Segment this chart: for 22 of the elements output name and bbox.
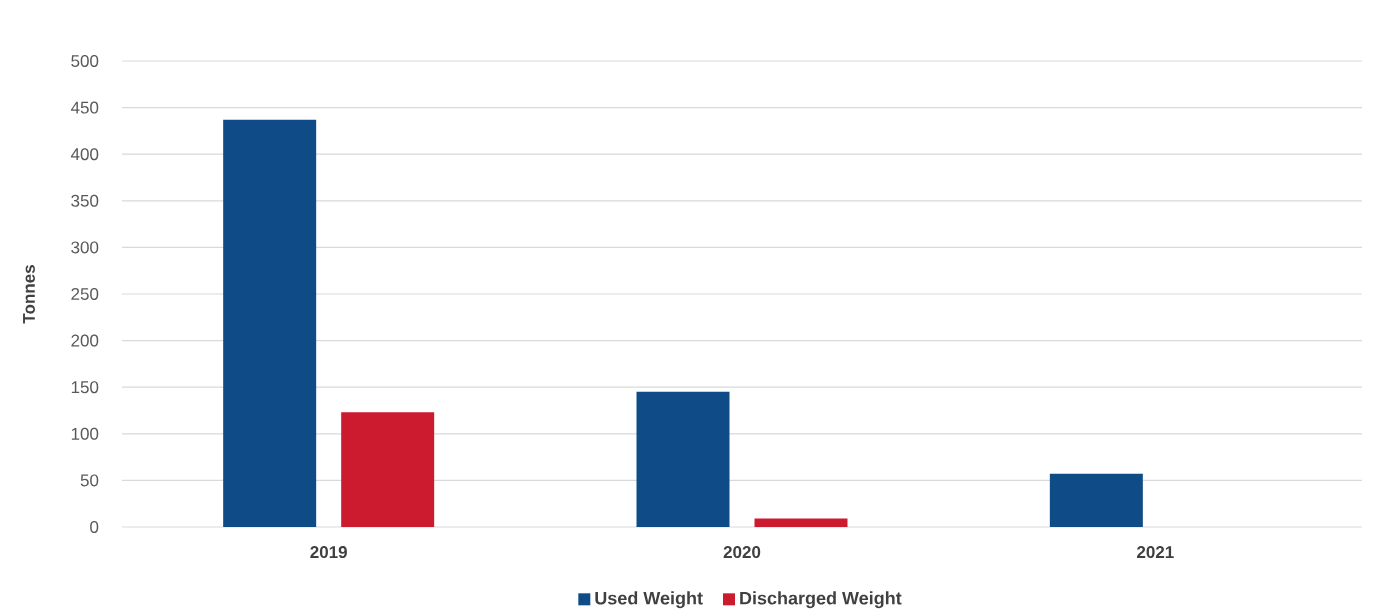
x-tick-label: 2021 [1137,546,1174,559]
y-axis-title: Tonnes [23,265,35,324]
y-tick-label: 400 [70,148,99,161]
bar [341,412,435,527]
x-tick-label: 2019 [310,546,347,559]
y-tick-label: 500 [71,54,99,67]
y-tick-label: 200 [71,334,99,347]
y-tick-label: 350 [71,194,99,207]
y-tick-label: 450 [70,101,99,114]
y-tick-label: 50 [80,474,99,487]
y-tick-label: 100 [71,427,99,440]
bar [636,391,730,527]
y-tick-label: 250 [71,287,99,300]
y-tick-label: 0 [90,520,99,533]
legend-label: Discharged Weight [740,591,902,609]
x-tick-label: 2020 [723,546,761,559]
bar [223,119,317,527]
bar [1049,473,1143,527]
bar [754,518,848,527]
y-tick-label: 150 [71,381,99,394]
y-tick-label: 300 [71,241,99,254]
legend-label: Used Weight [595,591,703,609]
